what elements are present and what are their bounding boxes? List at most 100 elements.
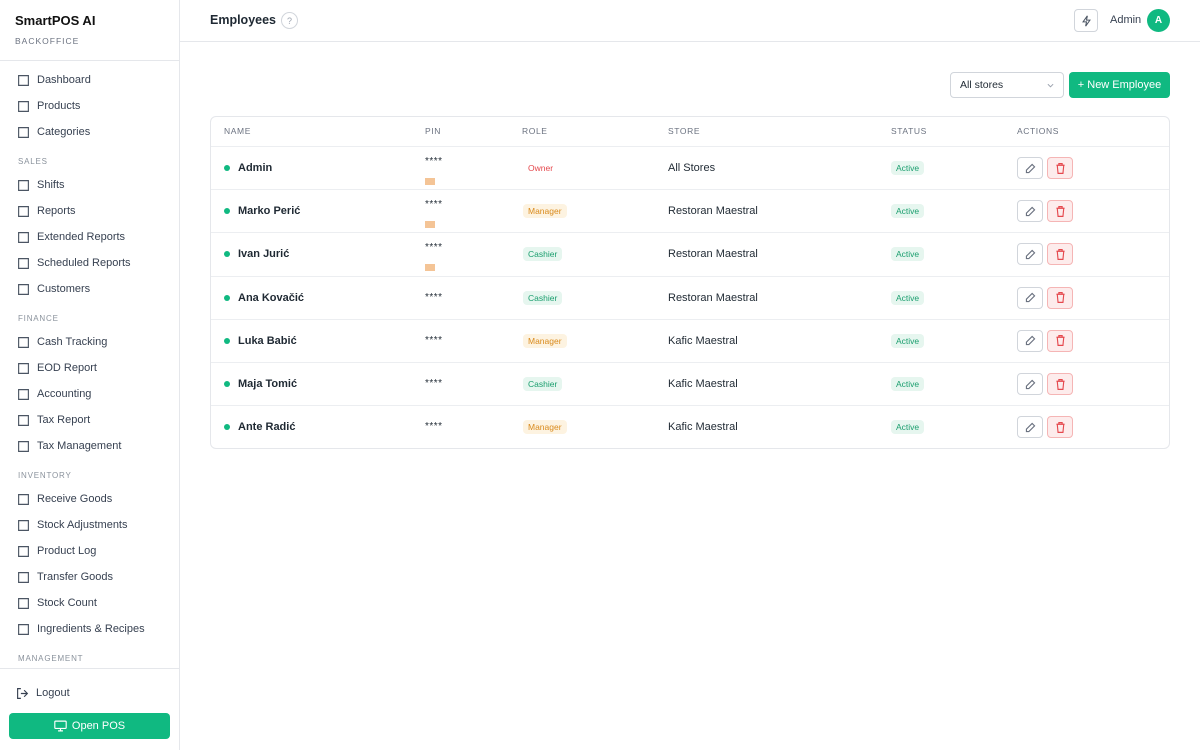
nav: Dashboard Products Categories SALES Shifts Re… xyxy=(0,61,179,668)
icon xyxy=(1025,422,1035,432)
delete-button[interactable] xyxy=(1047,157,1073,180)
nav-item[interactable]: Accounting xyxy=(0,382,179,406)
icon xyxy=(18,440,29,452)
edit-button[interactable] xyxy=(1017,329,1043,352)
status-dot xyxy=(224,208,230,215)
nav-label: Products xyxy=(37,100,81,112)
nav-item[interactable]: Scheduled Reports xyxy=(0,251,179,275)
quick-action-button[interactable] xyxy=(1074,9,1098,32)
store-filter[interactable]: All stores xyxy=(950,72,1064,98)
sidebar: SmartPOS AI BACKOFFICE Dashboard Products… xyxy=(0,0,180,750)
employee-name: Ana Kovačić xyxy=(238,291,305,304)
barcode xyxy=(425,221,435,229)
edit-button[interactable] xyxy=(1017,286,1043,309)
nav-item[interactable]: EOD Report xyxy=(0,356,179,380)
nav-item[interactable]: Reports xyxy=(0,199,179,223)
new-employee-button[interactable]: + New Employee xyxy=(1069,72,1170,98)
edit-button[interactable] xyxy=(1017,373,1043,396)
role-badge: Manager xyxy=(523,333,567,348)
icon xyxy=(18,74,29,86)
nav-label: Cash Tracking xyxy=(37,336,108,348)
pin: **** xyxy=(425,421,443,433)
avatar[interactable]: A xyxy=(1147,9,1170,32)
pin: **** xyxy=(425,334,443,346)
icon xyxy=(18,126,29,138)
status-dot xyxy=(224,251,230,258)
icon xyxy=(18,336,29,348)
open-pos-button[interactable]: Open POS xyxy=(9,713,170,739)
delete-button[interactable] xyxy=(1047,200,1073,223)
nav-item[interactable]: Dashboard xyxy=(0,68,179,92)
role-badge: Cashier xyxy=(523,290,563,305)
table-row: Ante Radić **** Manager Kafic Maestral Activ… xyxy=(211,405,1169,448)
store: Kafic Maestral xyxy=(668,421,738,434)
nav-item[interactable]: Customers xyxy=(0,277,179,301)
icon xyxy=(18,493,29,505)
nav-label: Scheduled Reports xyxy=(37,257,131,269)
table-row: Admin **** Owner All Stores Active xyxy=(211,146,1169,189)
nav-item[interactable]: Product Log xyxy=(0,539,179,563)
icon xyxy=(1055,205,1065,217)
delete-button[interactable] xyxy=(1047,329,1073,352)
icon xyxy=(18,571,29,583)
divider xyxy=(0,60,179,61)
pin: **** xyxy=(425,242,443,254)
nav-item[interactable]: Tax Management xyxy=(0,434,179,458)
nav-item[interactable]: Receive Goods xyxy=(0,487,179,511)
pin: **** xyxy=(425,156,443,167)
table-row: Marko Perić **** Manager Restoran Maestral A… xyxy=(211,189,1169,232)
icon xyxy=(1055,162,1065,174)
nav-item[interactable]: Stock Adjustments xyxy=(0,513,179,537)
employee-name: Marko Perić xyxy=(238,205,301,218)
bolt-icon xyxy=(1081,15,1091,26)
delete-button[interactable] xyxy=(1047,416,1073,439)
store: Kafic Maestral xyxy=(668,334,738,347)
delete-button[interactable] xyxy=(1047,243,1073,266)
edit-button[interactable] xyxy=(1017,416,1043,439)
nav-label: Customers xyxy=(37,283,91,295)
pin: **** xyxy=(425,378,443,389)
nav-item[interactable]: Extended Reports xyxy=(0,225,179,249)
icon xyxy=(18,388,29,400)
barcode xyxy=(425,264,435,272)
edit-button[interactable] xyxy=(1017,157,1043,180)
store: Restoran Maestral xyxy=(668,291,758,304)
delete-button[interactable] xyxy=(1047,286,1073,309)
employee-name: Ante Radić xyxy=(238,421,296,434)
nav-label: Tax Management xyxy=(37,440,122,452)
nav-item[interactable]: Ingredients & Recipes xyxy=(0,617,179,641)
nav-label: Accounting xyxy=(37,388,92,400)
help-icon[interactable]: ? xyxy=(281,12,298,29)
nav-item[interactable]: Products xyxy=(0,94,179,118)
icon xyxy=(1055,335,1065,347)
icon xyxy=(18,179,29,191)
nav-item[interactable]: Shifts xyxy=(0,173,179,197)
employees-table: NAME PIN ROLE STORE STATUS ACTIONS Admin **** Ow… xyxy=(210,116,1170,449)
nav-section: FINANCE xyxy=(18,314,59,323)
column-header: STATUS xyxy=(891,126,927,136)
status-badge: Active xyxy=(891,247,925,262)
edit-button[interactable] xyxy=(1017,243,1043,266)
icon xyxy=(1025,292,1035,303)
role-badge: Cashier xyxy=(523,247,563,262)
status-badge: Active xyxy=(891,377,925,392)
icon xyxy=(18,257,29,269)
nav-label: Categories xyxy=(37,126,91,138)
delete-button[interactable] xyxy=(1047,373,1073,396)
edit-button[interactable] xyxy=(1017,200,1043,223)
nav-item[interactable]: Cash Tracking xyxy=(0,330,179,354)
card-icon xyxy=(425,215,436,233)
nav-item[interactable]: Categories xyxy=(0,120,179,144)
table-row: Luka Babić **** Manager Kafic Maestral Activ… xyxy=(211,318,1169,362)
status-dot xyxy=(224,165,230,172)
icon xyxy=(1055,249,1065,260)
logout[interactable]: Logout xyxy=(0,681,179,705)
status-badge: Active xyxy=(891,333,925,348)
nav-item[interactable]: Tax Report xyxy=(0,408,179,432)
table-row: Maja Tomić **** Cashier Kafic Maestral Activ… xyxy=(211,362,1169,405)
icon xyxy=(18,362,29,374)
nav-item[interactable]: Stock Count xyxy=(0,591,179,615)
nav-item[interactable]: Transfer Goods xyxy=(0,565,179,589)
column-header: PIN xyxy=(425,126,441,136)
